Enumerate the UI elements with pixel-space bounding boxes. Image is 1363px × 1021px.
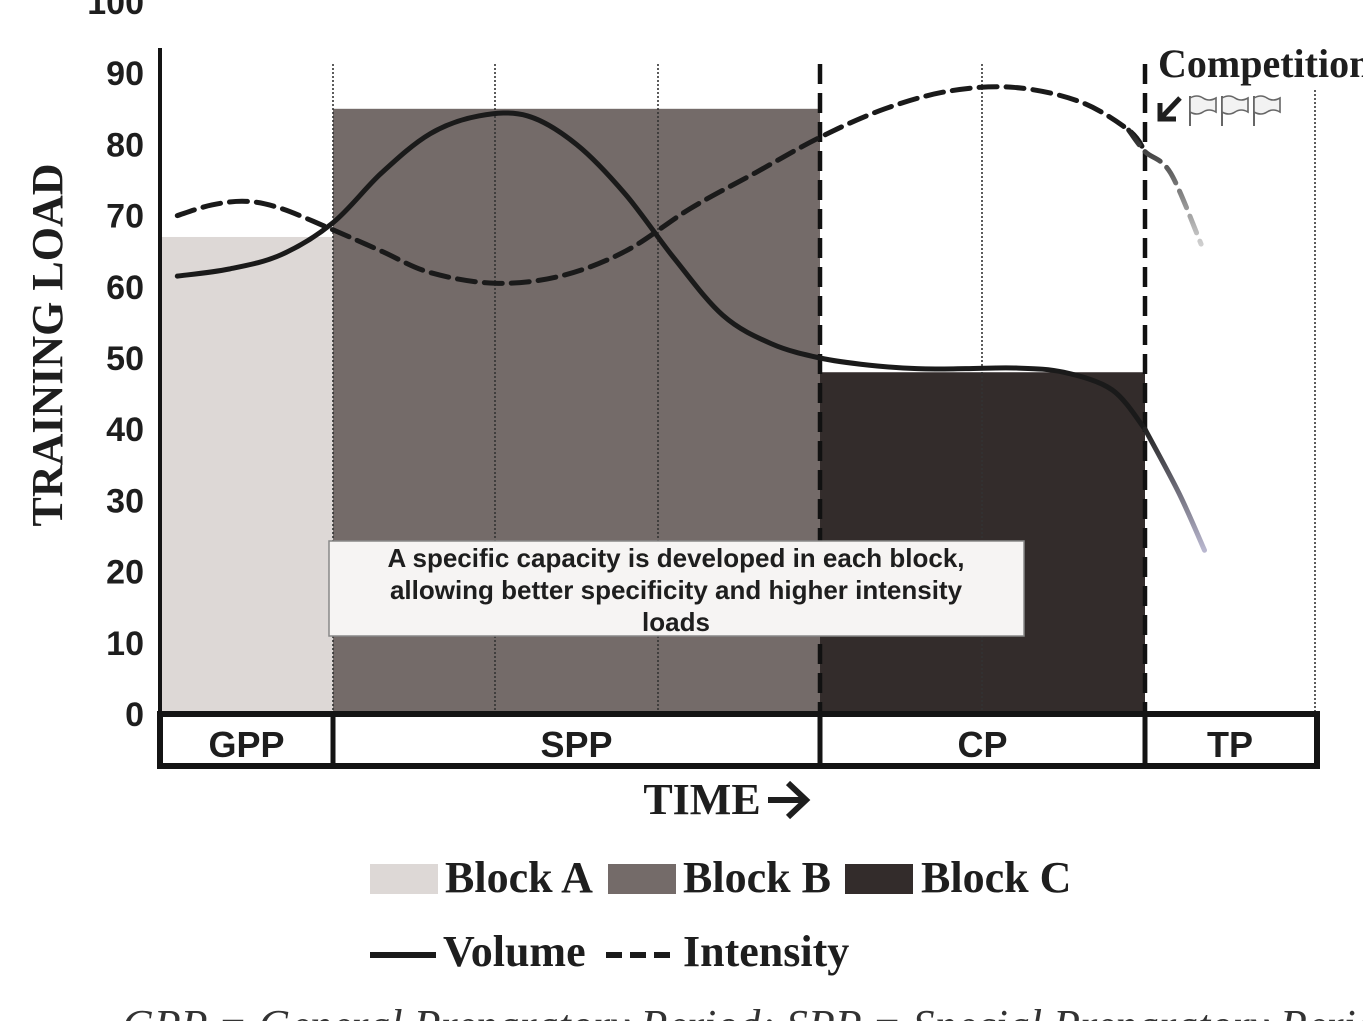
phase-label-tp: TP <box>1207 724 1253 765</box>
y-tick-label: 100 <box>87 0 144 22</box>
x-axis-label: TIME <box>643 775 760 824</box>
flag-icon <box>1189 95 1217 126</box>
right-arrow-icon <box>768 780 811 820</box>
y-tick-label: 0 <box>125 696 144 734</box>
y-tick-label: 20 <box>106 554 144 592</box>
y-tick-label: 90 <box>106 55 144 93</box>
y-tick-label: 30 <box>106 482 144 520</box>
series-lines <box>174 84 1207 553</box>
series-tail-intensity <box>1126 127 1204 247</box>
phase-label-spp: SPP <box>540 724 612 765</box>
series-tail-volume <box>1142 426 1207 553</box>
flag-cloth <box>1221 95 1249 115</box>
phase-bar: GPP SPP CP TP <box>157 711 1320 769</box>
phase-label-cp: CP <box>957 724 1007 765</box>
y-tick-label: 80 <box>106 126 144 164</box>
legend-label-intensity: Intensity <box>683 927 849 976</box>
annotation-box: A specific capacity is developed in each… <box>328 540 1025 637</box>
y-tick-labels: 0 10 20 30 40 50 60 70 80 90 100 <box>87 0 144 734</box>
flag-cloth <box>1189 95 1217 115</box>
y-tick-label: 70 <box>106 198 144 236</box>
competition-label: Competition <box>1158 41 1363 86</box>
phase-label-gpp: GPP <box>208 724 284 765</box>
bar-block-a <box>160 236 333 714</box>
y-tick-label: 60 <box>106 269 144 307</box>
flag-icon <box>1221 95 1249 126</box>
series-line-volume <box>174 110 1148 432</box>
legend-swatch-block-c <box>845 864 913 894</box>
phase-bar-frame <box>157 711 1320 769</box>
legend-label-volume: Volume <box>443 927 586 976</box>
y-axis-label: TRAINING LOAD <box>23 163 72 526</box>
legend-swatch-block-a <box>370 864 438 894</box>
legend-label-block-c: Block C <box>921 853 1071 902</box>
flag-cloth <box>1253 95 1281 115</box>
y-tick-label: 40 <box>106 411 144 449</box>
y-tick-label: 10 <box>106 625 144 663</box>
figure-caption: GPP = General Preparatory Period; SPP = … <box>122 1001 1363 1021</box>
series-line-intensity <box>174 84 1148 286</box>
legend-label-block-a: Block A <box>445 853 593 902</box>
flag-icon <box>1253 95 1281 126</box>
legend-label-block-b: Block B <box>683 853 831 902</box>
annotation-line-2: allowing better specificity and higher i… <box>390 575 963 605</box>
y-tick-label: 50 <box>106 340 144 378</box>
legend-swatch-block-b <box>608 864 676 894</box>
legend: Block A Block B Block C Volume Intensity <box>370 853 1071 976</box>
annotation-line-1: A specific capacity is developed in each… <box>387 543 964 573</box>
annotation-line-3: loads <box>642 607 710 637</box>
flag-icons <box>1189 95 1281 126</box>
arrow-down-left-icon <box>1157 96 1182 122</box>
